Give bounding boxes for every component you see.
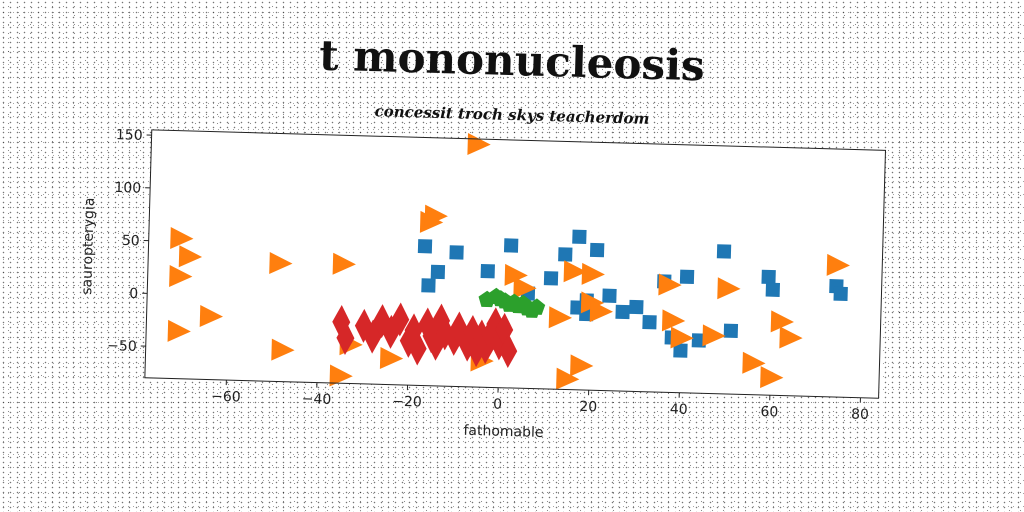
data-point-triangle xyxy=(199,305,223,328)
data-point-triangle xyxy=(661,309,686,332)
y-tick-label: 100 xyxy=(114,180,141,197)
y-tick-label: 150 xyxy=(116,127,143,144)
data-point-triangle xyxy=(169,265,193,288)
data-point-triangle xyxy=(271,338,295,361)
data-point-square xyxy=(833,286,848,301)
data-point-square xyxy=(679,269,695,284)
data-point-triangle xyxy=(513,276,537,299)
data-point-square xyxy=(723,323,739,339)
x-tick-label: 20 xyxy=(579,399,597,415)
data-point-square xyxy=(480,264,495,279)
data-point-diamond xyxy=(432,303,451,338)
data-point-diamond xyxy=(463,315,482,350)
data-point-diamond xyxy=(436,316,455,351)
x-tick-label: 0 xyxy=(493,397,502,413)
data-point-triangle xyxy=(742,351,766,374)
data-point-triangle xyxy=(670,326,694,349)
data-point-triangle xyxy=(563,260,587,283)
data-point-diamond xyxy=(495,312,514,347)
x-axis-label: fathomable xyxy=(463,423,543,441)
data-point-square xyxy=(430,264,446,280)
y-tick-label: 50 xyxy=(122,233,140,249)
data-point-square xyxy=(421,278,436,293)
data-point-diamond xyxy=(499,334,518,369)
data-point-pentagon xyxy=(528,298,546,315)
data-point-square xyxy=(673,343,688,358)
data-point-triangle xyxy=(779,326,803,349)
data-point-square xyxy=(716,244,732,259)
data-point-triangle xyxy=(556,367,580,390)
y-tick-label: 0 xyxy=(129,286,138,302)
data-point-triangle xyxy=(658,273,682,296)
data-point-diamond xyxy=(408,331,427,366)
data-point-square xyxy=(602,288,617,303)
data-point-diamond xyxy=(373,304,392,339)
data-point-triangle xyxy=(170,227,194,250)
x-tick-label: −60 xyxy=(211,389,241,406)
data-point-triangle xyxy=(548,306,572,329)
data-point-square xyxy=(417,239,433,254)
data-point-diamond xyxy=(449,311,468,346)
data-point-diamond xyxy=(486,307,505,342)
data-point-triangle xyxy=(702,324,726,347)
data-point-triangle xyxy=(269,252,293,275)
data-point-diamond xyxy=(404,313,423,348)
data-point-square xyxy=(543,271,559,286)
data-point-square xyxy=(558,247,573,262)
data-point-square xyxy=(642,315,657,330)
plot-area xyxy=(144,129,886,399)
x-tick-label: −40 xyxy=(301,391,331,408)
data-point-square xyxy=(615,304,630,320)
data-point-triangle xyxy=(167,319,191,342)
data-point-diamond xyxy=(336,320,355,355)
x-tick-label: 80 xyxy=(851,407,869,423)
data-point-triangle xyxy=(770,310,794,333)
y-axis-label: sauropterygia xyxy=(79,197,98,295)
data-point-diamond xyxy=(418,307,437,342)
data-point-triangle xyxy=(379,346,404,369)
data-point-triangle xyxy=(581,262,605,285)
x-axis: −60 −40 −20 0 20 40 60 80 xyxy=(211,380,869,423)
data-point-triangle xyxy=(329,364,353,387)
data-point-triangle xyxy=(504,263,528,286)
data-point-triangle xyxy=(826,253,850,276)
data-point-triangle xyxy=(760,366,784,389)
data-point-triangle xyxy=(717,277,741,300)
x-tick-label: −20 xyxy=(392,394,422,411)
data-point-diamond xyxy=(354,308,373,343)
data-point-square xyxy=(572,229,587,245)
plot-frame xyxy=(144,129,886,399)
data-point-square xyxy=(765,282,781,297)
data-point-square xyxy=(629,299,644,315)
data-point-square xyxy=(503,238,519,253)
data-point-triangle xyxy=(424,204,448,227)
data-point-triangle xyxy=(570,354,594,377)
data-point-square xyxy=(449,245,464,260)
y-axis: −50 0 50 100 150 xyxy=(107,127,152,355)
data-point-triangle xyxy=(589,300,613,323)
data-point-diamond xyxy=(391,302,410,337)
plot-group: −60 −40 −20 0 20 40 60 80 −50 0 50 100 150 fathomab… xyxy=(79,127,886,441)
x-tick-label: 40 xyxy=(670,401,688,417)
data-point-square xyxy=(761,269,776,285)
data-point-triangle xyxy=(332,252,356,275)
data-marks xyxy=(167,133,850,390)
y-tick-label: −50 xyxy=(107,338,137,355)
x-tick-label: 60 xyxy=(760,404,778,420)
data-point-square xyxy=(589,242,605,258)
data-point-diamond xyxy=(332,305,351,340)
data-point-triangle xyxy=(178,245,203,268)
